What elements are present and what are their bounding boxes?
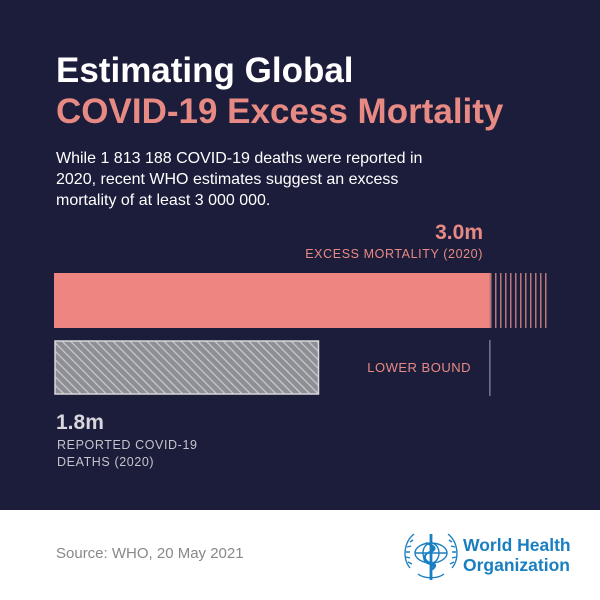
- excess-bar-label: EXCESS MORTALITY (2020): [305, 247, 483, 261]
- infographic-panel: [0, 0, 600, 510]
- who-wordmark: World Health Organization: [463, 535, 571, 575]
- reported-deaths-bar: [54, 340, 320, 395]
- reported-value-label: 1.8m: [56, 411, 104, 434]
- excess-mortality-bar: [54, 273, 490, 328]
- lower-bound-label: LOWER BOUND: [367, 360, 471, 375]
- title-line-1: Estimating Global: [56, 51, 354, 90]
- mortality-bar-chart: 3.0m EXCESS MORTALITY (2020) LOWER BOUND…: [54, 221, 548, 469]
- title-line-2: COVID-19 Excess Mortality: [56, 92, 504, 131]
- who-wordmark-line-2: Organization: [463, 555, 570, 575]
- reported-bar-label-line-2: DEATHS (2020): [57, 455, 154, 469]
- source-note: Source: WHO, 20 May 2021: [56, 545, 244, 562]
- excess-value-label: 3.0m: [435, 221, 483, 244]
- reported-bar-label-line-1: REPORTED COVID-19: [57, 438, 198, 452]
- who-emblem-icon: [404, 533, 458, 580]
- who-wordmark-line-1: World Health: [463, 535, 571, 555]
- intro-text: While 1 813 188 COVID-19 deaths were rep…: [56, 150, 423, 209]
